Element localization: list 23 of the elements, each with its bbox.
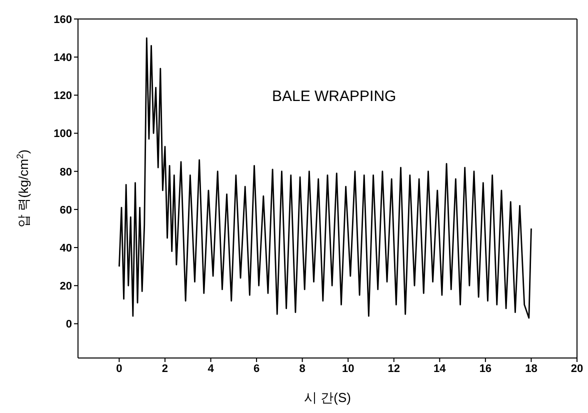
y-tick-label: 100 [54, 128, 72, 140]
x-axis-title: 시 간(S) [304, 390, 351, 405]
y-tick-label: 40 [60, 242, 72, 254]
x-tick-label: 8 [299, 362, 306, 375]
y-tick-label: 120 [54, 90, 72, 102]
x-tick-label: 6 [253, 362, 260, 375]
y-tick-label: 80 [60, 166, 72, 178]
x-tick-label: 12 [388, 362, 400, 375]
line-series [118, 37, 532, 319]
y-tick-label: 140 [54, 52, 72, 64]
y-tick-label: 160 [54, 14, 72, 26]
x-tick-label: 4 [208, 362, 215, 375]
y-tick-label: 0 [66, 318, 72, 331]
x-tick-label: 20 [570, 362, 584, 375]
x-tick-label: 18 [525, 362, 538, 375]
x-tick-label: 0 [116, 362, 122, 375]
y-tick-label: 20 [60, 280, 72, 293]
x-tick-label: 16 [479, 362, 492, 375]
annotation: BALE WRAPPING [272, 88, 396, 105]
x-tick-label: 10 [342, 362, 354, 375]
x-tick-label: 2 [162, 362, 168, 375]
y-tick-label: 60 [60, 204, 72, 216]
x-tick-label: 14 [434, 362, 447, 375]
